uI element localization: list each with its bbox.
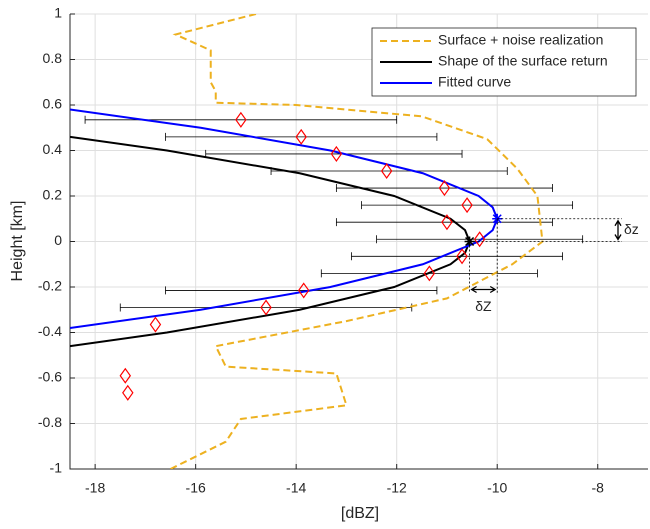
x-axis-label: [dBZ] <box>341 505 379 522</box>
y-tick-label: 1 <box>54 5 62 21</box>
error-bar <box>84 115 398 124</box>
y-axis-label: Height [km] <box>9 201 26 282</box>
error-bar <box>165 286 438 295</box>
y-tick-label: -1 <box>50 460 63 476</box>
y-tick-label: -0.4 <box>38 323 62 339</box>
y-tick-label: 0.4 <box>43 141 63 157</box>
y-tick-label: 0.2 <box>43 187 63 203</box>
data-point <box>380 162 393 180</box>
data-point <box>456 248 468 265</box>
data-point <box>119 367 132 384</box>
x-tick-label: -12 <box>387 480 407 496</box>
annotation: δz <box>624 221 639 237</box>
error-bar <box>376 235 584 244</box>
data-point <box>441 214 453 231</box>
delta-arrow <box>470 285 497 294</box>
x-tick-label: -16 <box>186 480 206 496</box>
data-point <box>473 231 486 248</box>
data-point <box>438 180 451 197</box>
y-tick-label: -0.8 <box>38 414 62 430</box>
series-line <box>170 14 544 469</box>
data-point <box>260 299 272 316</box>
annotation: δZ <box>475 298 492 314</box>
data-point <box>149 316 162 333</box>
data-point <box>423 265 436 282</box>
legend-label: Fitted curve <box>438 74 511 90</box>
x-tick-label: -10 <box>487 480 507 496</box>
error-bar <box>119 303 413 312</box>
y-tick-label: -0.6 <box>38 369 62 385</box>
y-tick-label: -0.2 <box>38 278 62 294</box>
error-bar <box>335 218 553 227</box>
error-bar <box>335 184 553 193</box>
delta-arrow <box>614 219 622 241</box>
x-tick-label: -14 <box>286 480 306 496</box>
y-tick-label: 0.8 <box>43 50 63 66</box>
data-point <box>330 145 343 162</box>
guide-line <box>469 218 622 294</box>
data-point <box>461 197 473 214</box>
data-point <box>235 111 247 128</box>
y-tick-label: 0.6 <box>43 96 63 112</box>
x-tick-label: -8 <box>592 480 605 496</box>
legend-label: Shape of the surface return <box>438 53 608 69</box>
x-tick-label: -18 <box>85 480 105 496</box>
legend-label: Surface + noise realization <box>438 32 603 48</box>
error-bar <box>165 132 438 141</box>
y-tick-label: 0 <box>54 232 62 248</box>
data-point <box>295 128 307 145</box>
data-point <box>122 384 134 401</box>
error-bar <box>361 201 574 210</box>
data-point <box>297 282 310 299</box>
axis-line <box>69 14 648 470</box>
series-line <box>70 108 499 329</box>
